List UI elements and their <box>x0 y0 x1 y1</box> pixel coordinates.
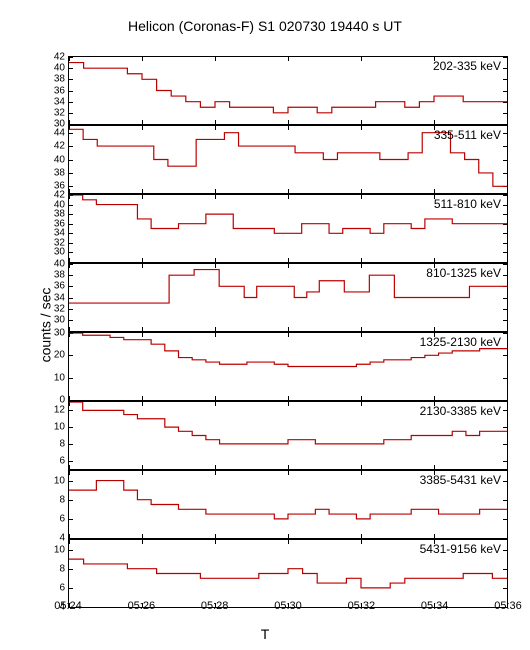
x-tick: 05:34 <box>421 600 449 612</box>
y-tick: 36 <box>35 85 65 96</box>
y-tick: 34 <box>35 96 65 107</box>
y-tick: 10 <box>35 422 65 433</box>
y-tick: 30 <box>35 247 65 258</box>
y-tick: 42 <box>35 52 65 63</box>
y-ticks: 0102030 <box>35 333 65 400</box>
chart-container: Helicon (Coronas-F) S1 020730 19440 s UT… <box>0 0 530 650</box>
x-tick: 05:24 <box>54 600 82 612</box>
x-tick: 05:30 <box>274 600 302 612</box>
y-tick: 10 <box>35 475 65 486</box>
y-tick: 32 <box>35 303 65 314</box>
panel-0: 202-335 keV30323436384042 <box>68 56 508 125</box>
y-tick: 32 <box>35 237 65 248</box>
y-tick: 10 <box>35 372 65 383</box>
y-tick: 8 <box>35 494 65 505</box>
y-tick: 8 <box>35 438 65 449</box>
y-tick: 36 <box>35 218 65 229</box>
panel-label: 1325-2130 keV <box>420 335 501 349</box>
y-tick: 44 <box>35 127 65 138</box>
y-ticks: 30323436384042 <box>35 195 65 262</box>
y-tick: 30 <box>35 328 65 339</box>
chart-title: Helicon (Coronas-F) S1 020730 19440 s UT <box>0 18 530 34</box>
y-tick: 40 <box>35 259 65 270</box>
y-tick: 12 <box>35 405 65 416</box>
y-ticks: 46810 <box>35 540 65 607</box>
y-tick: 20 <box>35 350 65 361</box>
y-ticks: 46810 <box>35 471 65 538</box>
panel-label: 5431-9156 keV <box>420 542 501 556</box>
y-tick: 6 <box>35 455 65 466</box>
y-tick: 40 <box>35 199 65 210</box>
y-ticks: 303234363840 <box>35 264 65 331</box>
y-tick: 38 <box>35 209 65 220</box>
y-tick: 38 <box>35 270 65 281</box>
y-ticks: 3638404244 <box>35 126 65 193</box>
y-tick: 30 <box>35 314 65 325</box>
panel-4: 1325-2130 keV0102030 <box>68 332 508 401</box>
y-tick: 6 <box>35 582 65 593</box>
y-tick: 32 <box>35 107 65 118</box>
y-tick: 42 <box>35 141 65 152</box>
panels-region: 202-335 keV30323436384042335-511 keV3638… <box>68 56 508 608</box>
panel-7: 5431-9156 keV46810 <box>68 539 508 608</box>
y-tick: 38 <box>35 74 65 85</box>
y-tick: 36 <box>35 281 65 292</box>
panel-label: 2130-3385 keV <box>420 404 501 418</box>
x-axis-label: T <box>0 626 530 642</box>
y-ticks: 30323436384042 <box>35 57 65 124</box>
x-tick: 05:26 <box>128 600 156 612</box>
panel-label: 3385-5431 keV <box>420 473 501 487</box>
panel-2: 511-810 keV30323436384042 <box>68 194 508 263</box>
panel-label: 511-810 keV <box>434 197 501 211</box>
y-tick: 42 <box>35 190 65 201</box>
x-tick-labels: 05:2405:2605:2805:3005:3205:3405:36 <box>68 600 508 620</box>
x-tick: 05:32 <box>348 600 376 612</box>
panel-1: 335-511 keV3638404244 <box>68 125 508 194</box>
y-ticks: 6 8 10 12 <box>35 402 65 469</box>
y-tick: 40 <box>35 154 65 165</box>
y-tick: 8 <box>35 563 65 574</box>
panel-3: 810-1325 keV303234363840 <box>68 263 508 332</box>
y-tick: 40 <box>35 63 65 74</box>
x-tick: 05:36 <box>494 600 522 612</box>
panel-label: 202-335 keV <box>433 59 501 73</box>
y-tick: 6 <box>35 513 65 524</box>
panel-label: 335-511 keV <box>434 128 501 142</box>
panel-label: 810-1325 keV <box>426 266 501 280</box>
panel-5: 2130-3385 keV681012 <box>68 401 508 470</box>
y-tick: 34 <box>35 292 65 303</box>
y-tick: 10 <box>35 544 65 555</box>
x-tick: 05:28 <box>201 600 229 612</box>
panel-6: 3385-5431 keV46810 <box>68 470 508 539</box>
y-tick: 38 <box>35 167 65 178</box>
y-tick: 34 <box>35 228 65 239</box>
